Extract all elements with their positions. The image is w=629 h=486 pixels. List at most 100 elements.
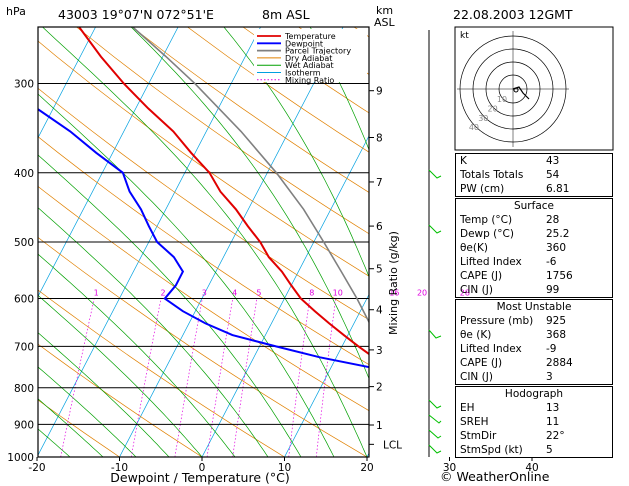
mixing-ratio-line [406,299,420,457]
most-unstable-row: Pressure (mb) 925 [460,315,567,327]
wind-barb [428,444,442,454]
surface-row: CAPE (J) 1756 [460,270,573,282]
wind-barbs [428,30,442,457]
mixing-ratio-line [232,298,258,457]
x-tick-label: 30 [443,462,456,474]
x-tick-label: 10 [278,462,291,474]
x-tick-label: 0 [199,462,206,474]
legend-label: Parcel Trajectory [285,47,351,56]
surface-row: CIN (J) 99 [460,284,560,296]
pressure-tick-label: 600 [14,294,34,306]
surface-title: Surface [513,200,554,212]
dry-adiabat-line [38,136,369,366]
wind-barb [428,429,442,439]
height-tick-label: 6 [376,221,383,233]
pressure-tick-label: 500 [14,237,34,249]
hodograph-ring-label: 30 [478,114,488,123]
stability-panel: K 43 Totals Totals 54 PW (cm) 6.81 Surface … [455,153,613,459]
surface-row: θe(K) 360 [460,242,567,254]
surface-row: Temp (°C) 28 [460,214,560,226]
isobar-lines [38,83,369,457]
hodograph-frame [454,26,614,151]
temperature-profile [78,27,369,356]
x-tick-label: -20 [28,462,45,474]
dry-adiabat-line [38,185,369,412]
pressure-tick-label: 700 [14,341,34,353]
mixing-ratio-label: 8 [309,289,314,298]
wet-adiabat-line [38,398,104,457]
axes: 3004005006007008009001000-30-20-10010203… [7,79,538,474]
most-unstable-row: CIN (J) 3 [460,371,553,383]
dewpoint-profile [38,108,369,369]
height-tick-label: 7 [376,177,383,189]
index-row-k: K 43 [460,155,560,167]
mixing-ratio-line [206,298,234,457]
mixing-ratio-axis-label: Mixing Ratio (g/kg) [387,231,400,335]
plot-frame [37,26,370,458]
isotherm-line [0,27,13,457]
most-unstable-row: θe (K) 368 [460,329,567,341]
height-unit-km: km [376,4,393,17]
legend-label: Temperature [284,32,336,41]
height-tick-label: LCL [383,439,402,451]
height-tick-label: 3 [376,345,383,357]
surface-table: Surface Temp (°C) 28 Dewp (°C) 25.2 θe(K) 3… [455,198,613,298]
most-unstable-table: Most Unstable Pressure (mb) 925 θe (K) 368… [455,299,613,385]
dry-adiabat-line [38,343,203,457]
wet-adiabat-line [38,366,137,457]
mixing-ratio-label: 10 [333,289,343,298]
wind-barb [428,224,442,234]
mixing-ratio-label: 5 [256,289,261,298]
x-tick-label: 20 [360,462,373,474]
wet-adiabat-line [223,27,369,278]
copyright-text: © WeatherOnline [440,469,550,484]
legend-label: Isotherm [285,69,321,78]
wet-adiabat-line [42,27,368,457]
dry-adiabat-line [131,27,369,193]
wind-barb [428,329,442,339]
height-tick-label: 8 [376,133,383,145]
wet-adiabat-line [38,294,203,457]
surface-row: Lifted Index -6 [460,256,557,268]
mixing-ratio-label: 28 [460,289,470,298]
dry-adiabat-line [38,289,285,457]
hodograph-row: StmDir 22° [460,430,565,442]
wind-barb [428,399,442,409]
mixing-ratio-line [288,298,311,457]
mixing-ratio-label: 2 [160,289,165,298]
isotherm-line [615,27,629,457]
dry-adiabat-line [38,87,369,321]
pressure-tick-label: 1000 [7,452,34,464]
pressure-tick-label: 800 [14,383,34,395]
mixing-ratio-label: 1 [94,289,99,298]
parcel-trajectory [132,27,369,324]
hodograph-row: SREH 11 [460,416,560,428]
dry-adiabat-line [38,237,368,457]
hodograph-unit-label: kt [460,31,469,41]
legend-background [254,29,367,82]
elevation-info: 8m ASL [262,7,310,22]
height-tick-label: 5 [376,264,383,276]
height-unit-asl: ASL [374,16,396,29]
legend-label: Dewpoint [285,39,323,48]
mixing-ratio-label: 4 [232,289,237,298]
dry-adiabat-line [38,399,120,457]
x-tick-label: 40 [525,462,538,474]
legend-label: Mixing Ratio [285,76,334,85]
pressure-unit-label: hPa [6,5,26,18]
most-unstable-title: Most Unstable [496,301,572,313]
wet-adiabat-line [38,93,335,457]
date-time: 22.08.2003 12GMT [453,7,573,22]
wet-adiabat-line [38,207,269,457]
wet-adiabat-line [130,27,369,380]
hodograph-ring-label: 20 [488,104,498,113]
hodograph-title: Hodograph [504,388,564,400]
surface-row: Dewp (°C) 25.2 [460,228,570,240]
storm-motion-marker [513,87,519,93]
legend-label: Dry Adiabat [285,54,332,63]
isotherm-line [284,293,369,457]
station-info: 43003 19°07'N 072°51'E [58,7,214,22]
indices-table: K 43 Totals Totals 54 PW (cm) 6.81 [455,153,613,197]
mixing-ratio-labels: 1 2 3 4 5 8 10 16 20 28 [94,289,470,298]
